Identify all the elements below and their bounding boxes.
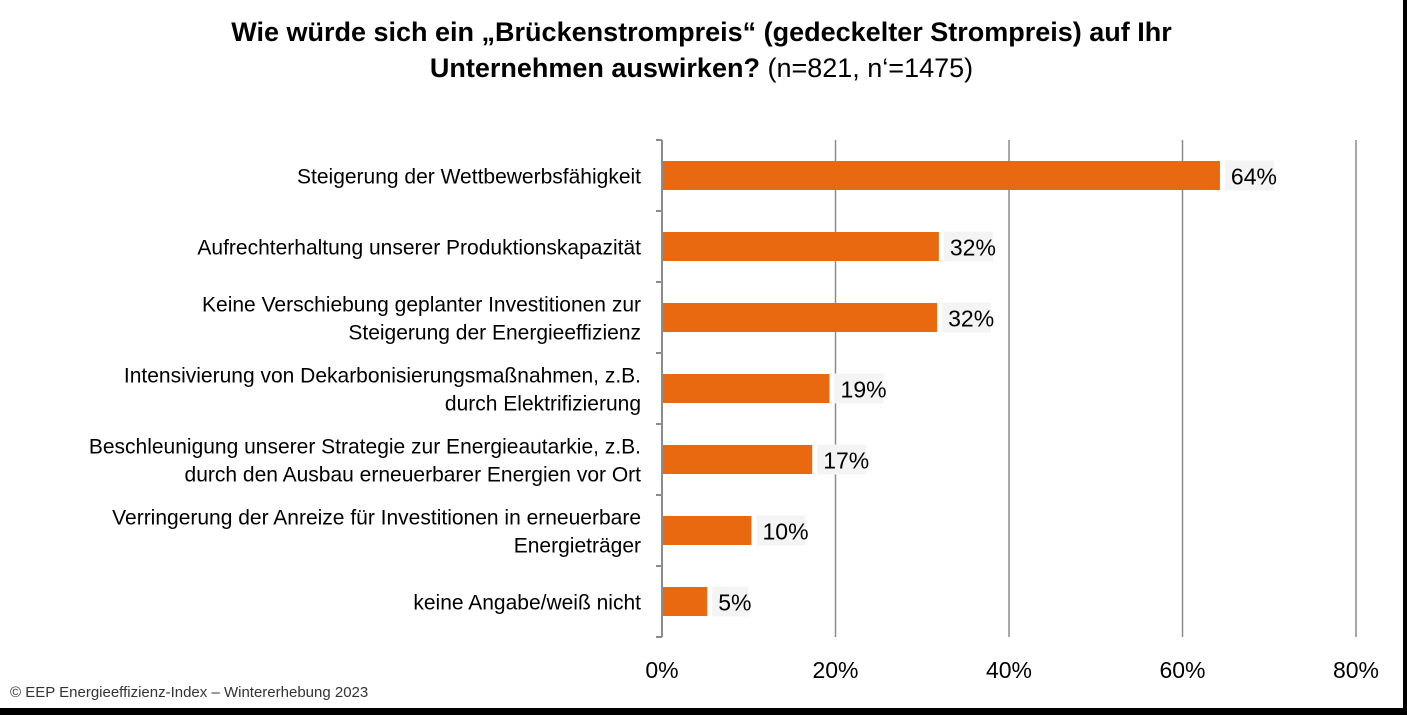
data-label-bg-2: [942, 302, 992, 333]
category-label-3-1: durch Elektrifizierung: [445, 393, 641, 416]
copyright-footer: © EEP Energieeffizienz-Index – Wintererh…: [10, 684, 369, 701]
x-tick-label-80: 80%: [1333, 657, 1379, 683]
data-label-2: 32%: [948, 306, 994, 332]
chart-title-sample-size: (n=821, n‘=1475): [759, 53, 974, 83]
data-label-0: 64%: [1231, 164, 1277, 190]
bar-5: [663, 516, 752, 545]
x-tick-label-60: 60%: [1159, 657, 1205, 683]
category-label-6-0: keine Angabe/weiß nicht: [413, 592, 641, 615]
data-label-bg-5: [756, 515, 806, 546]
category-label-2-0: Keine Verschiebung geplanter Investition…: [202, 294, 641, 317]
data-label-3: 19%: [841, 377, 887, 403]
data-label-6: 5%: [718, 590, 751, 616]
bar-2: [663, 303, 938, 332]
bar-4: [663, 445, 813, 474]
category-label-5-0: Verringerung der Anreize für Investition…: [112, 507, 641, 530]
bar-0: [663, 161, 1220, 190]
data-label-bg-6: [712, 586, 749, 617]
category-label-1-0: Aufrechterhaltung unserer Produktionskap…: [197, 237, 641, 260]
bar-3: [663, 374, 830, 403]
bar-6: [663, 587, 708, 616]
chart-title: Wie würde sich ein „Brückenstrompreis“ (…: [0, 14, 1403, 86]
category-label-0-0: Steigerung der Wettbewerbsfähigkeit: [297, 166, 641, 189]
data-label-bg-3: [834, 373, 884, 404]
chart-title-line2: Unternehmen auswirken? (n=821, n‘=1475): [0, 50, 1403, 86]
bar-1: [663, 232, 939, 261]
data-label-bg-1: [943, 231, 993, 262]
x-tick-label-0: 0%: [645, 657, 678, 683]
category-label-4-1: durch den Ausbau erneuerbarer Energien v…: [185, 464, 642, 487]
category-label-2-1: Steigerung der Energieeffizienz: [348, 322, 641, 345]
x-tick-label-40: 40%: [986, 657, 1032, 683]
data-label-bg-4: [817, 444, 867, 475]
data-label-5: 10%: [762, 519, 808, 545]
data-label-bg-0: [1224, 160, 1274, 191]
category-label-4-0: Beschleunigung unserer Strategie zur Ene…: [89, 436, 641, 459]
x-tick-label-20: 20%: [812, 657, 858, 683]
category-label-5-1: Energieträger: [514, 535, 641, 558]
chart-title-line2-bold: Unternehmen auswirken?: [429, 53, 760, 83]
data-label-1: 32%: [950, 235, 996, 261]
data-label-4: 17%: [823, 448, 869, 474]
chart-title-line1: Wie würde sich ein „Brückenstrompreis“ (…: [231, 17, 1172, 47]
category-label-3-0: Intensivierung von Dekarbonisierungsmaßn…: [124, 365, 641, 388]
